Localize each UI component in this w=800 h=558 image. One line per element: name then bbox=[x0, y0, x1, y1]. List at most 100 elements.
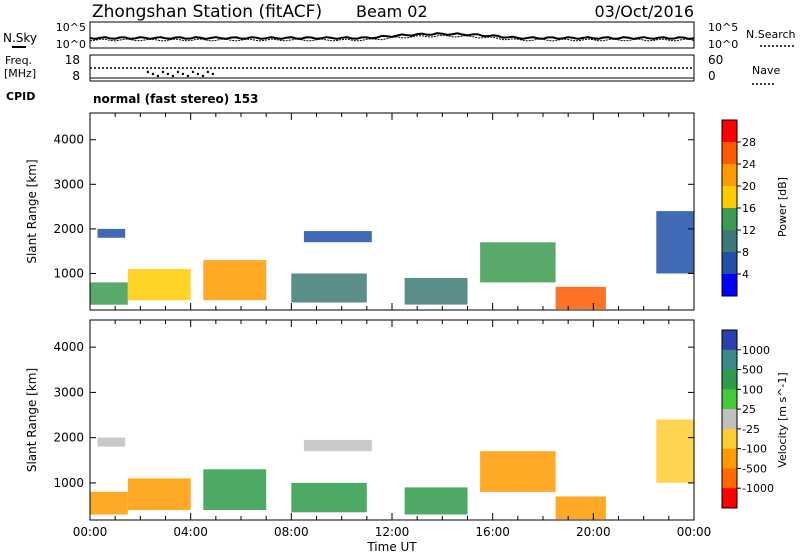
cpid-mode: normal (fast stereo) 153 bbox=[93, 92, 259, 106]
noise-left-tick-low: 10^0 bbox=[56, 38, 86, 51]
x-tick-label: 16:00 bbox=[475, 525, 510, 539]
power-panel: 4000 3000 2000 1000 Slant Range [km] 28 24 20 16… bbox=[25, 112, 789, 311]
power-colorbar-swatch bbox=[722, 142, 737, 165]
power-colorbar-swatch bbox=[722, 186, 737, 209]
power-data-region bbox=[656, 211, 695, 274]
power-y-axis-label: Slant Range [km] bbox=[25, 159, 39, 263]
power-colorbar-tick-label: 28 bbox=[742, 136, 756, 149]
power-data-region bbox=[90, 282, 128, 305]
velocity-data-region bbox=[656, 419, 695, 483]
power-y-tick-label: 3000 bbox=[53, 177, 84, 191]
freq-right-tick-high: 60 bbox=[708, 53, 723, 67]
velocity-colorbar-tick-label: -500 bbox=[742, 462, 767, 475]
velocity-colorbar-swatch bbox=[722, 349, 737, 371]
velocity-y-tick-label: 1000 bbox=[53, 476, 84, 490]
nave-label: Nave bbox=[752, 64, 780, 77]
freq-dot bbox=[156, 74, 160, 78]
noise-left-label: N.Sky bbox=[3, 31, 37, 45]
power-data-region bbox=[555, 286, 606, 310]
power-colorbar-tick-label: 12 bbox=[742, 224, 756, 237]
x-axis-label: Time UT bbox=[366, 540, 417, 554]
power-colorbar-swatch bbox=[722, 164, 737, 187]
freq-left-label-2: [MHz] bbox=[4, 67, 36, 80]
velocity-colorbar-tick-label: 100 bbox=[742, 383, 763, 396]
velocity-colorbar-swatch bbox=[722, 330, 737, 351]
velocity-colorbar-frame bbox=[721, 329, 738, 509]
freq-dot bbox=[181, 72, 185, 76]
freq-left-tick-low: 8 bbox=[72, 69, 80, 83]
velocity-panel: 4000 3000 2000 1000 Slant Range [km] 1000 500 1… bbox=[25, 319, 789, 521]
power-colorbar-swatch bbox=[722, 230, 737, 253]
velocity-y-tick-label: 2000 bbox=[53, 431, 84, 445]
power-colorbar-swatch bbox=[722, 120, 737, 143]
freq-dot bbox=[151, 72, 155, 76]
power-colorbar-swatch bbox=[722, 252, 737, 275]
x-tick-label: 20:00 bbox=[576, 525, 611, 539]
noise-sky-trace bbox=[89, 32, 695, 40]
velocity-data-region bbox=[555, 496, 606, 520]
power-data-region bbox=[303, 231, 372, 243]
velocity-data-region bbox=[291, 482, 367, 513]
power-colorbar-swatch bbox=[722, 274, 737, 297]
velocity-colorbar-tick-label: 25 bbox=[742, 403, 756, 416]
power-y-tick-label: 1000 bbox=[53, 266, 84, 280]
velocity-colorbar-swatch bbox=[722, 389, 737, 410]
velocity-colorbar-tick-label: 1000 bbox=[742, 344, 770, 357]
x-tick-label: 04:00 bbox=[173, 525, 208, 539]
velocity-data-region bbox=[303, 439, 372, 452]
station-title: Zhongshan Station (fitACF) bbox=[92, 2, 322, 22]
x-axis: 00:00 04:00 08:00 12:00 16:00 20:00 00:00 bbox=[73, 525, 712, 539]
x-tick-label: 08:00 bbox=[274, 525, 309, 539]
freq-left-tick-high: 18 bbox=[65, 53, 80, 67]
x-tick-label: 12:00 bbox=[375, 525, 410, 539]
power-colorbar-label: Power [dB] bbox=[776, 177, 789, 237]
freq-dot bbox=[201, 74, 205, 78]
velocity-colorbar-tick-label: -25 bbox=[742, 423, 760, 436]
date-label: 03/Oct/2016 bbox=[594, 2, 694, 21]
noise-right-tick-low: 10^0 bbox=[708, 38, 738, 51]
x-tick-label: 00:00 bbox=[73, 525, 108, 539]
noise-right-label: N.Search bbox=[746, 28, 796, 41]
velocity-y-tick-label: 4000 bbox=[53, 340, 84, 354]
noise-right-tick-high: 10^5 bbox=[708, 21, 738, 34]
velocity-data-region bbox=[127, 478, 191, 511]
power-data-region bbox=[291, 273, 367, 303]
velocity-colorbar-swatch bbox=[722, 488, 737, 509]
velocity-data-region bbox=[480, 451, 556, 492]
x-tick-label: 00:00 bbox=[677, 525, 712, 539]
freq-left-label-1: Freq. bbox=[5, 54, 32, 67]
power-data-region bbox=[480, 242, 556, 283]
power-data-region bbox=[97, 228, 126, 238]
freq-dot bbox=[196, 72, 200, 76]
freq-traces bbox=[90, 67, 694, 79]
velocity-colorbar-swatch bbox=[722, 428, 737, 450]
noise-traces bbox=[89, 32, 695, 42]
power-colorbar-tick-label: 8 bbox=[742, 246, 749, 259]
velocity-colorbar-tick-label: -100 bbox=[742, 443, 767, 456]
freq-right-tick-low: 0 bbox=[708, 69, 716, 83]
velocity-colorbar-tick-label: 500 bbox=[742, 364, 763, 377]
freq-dot bbox=[171, 74, 175, 78]
velocity-colorbar-swatch bbox=[722, 409, 737, 430]
power-data-region bbox=[127, 269, 191, 301]
freq-dot bbox=[191, 70, 195, 74]
velocity-data-region bbox=[90, 491, 128, 515]
velocity-y-tick-label: 3000 bbox=[53, 385, 84, 399]
power-colorbar-tick-label: 24 bbox=[742, 158, 756, 171]
freq-dot bbox=[186, 74, 190, 78]
power-data-region bbox=[203, 260, 267, 301]
freq-dot bbox=[146, 70, 150, 74]
power-colorbar-swatch bbox=[722, 208, 737, 231]
velocity-data-region bbox=[203, 469, 267, 510]
noise-panel: N.Sky 10^5 10^0 10^5 10^0 N.Search bbox=[3, 21, 796, 51]
power-y-tick-label: 4000 bbox=[53, 133, 84, 147]
power-data-region bbox=[404, 277, 468, 305]
power-y-tick-label: 2000 bbox=[53, 222, 84, 236]
beam-label: Beam 02 bbox=[356, 2, 428, 21]
cpid-label: CPID bbox=[6, 90, 35, 103]
freq-panel: Freq. [MHz] 18 8 60 0 Nave bbox=[4, 53, 780, 85]
velocity-colorbar-tick-label: -1000 bbox=[742, 482, 774, 495]
freq-dot bbox=[211, 72, 215, 76]
